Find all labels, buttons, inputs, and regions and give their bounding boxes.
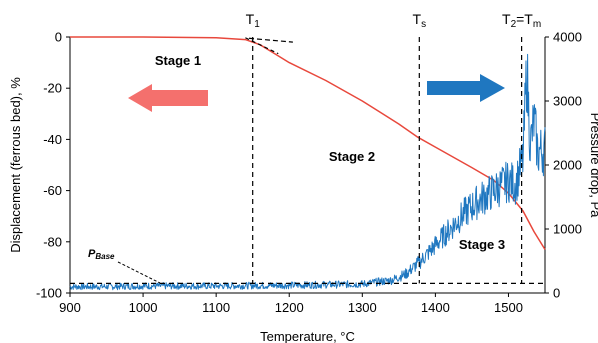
x-tick-label: 900 xyxy=(59,300,81,315)
y-right-tick-label: 3000 xyxy=(553,94,582,109)
y-left-tick-label: -40 xyxy=(43,132,62,147)
y-axis-right-title: Pressure drop, Pa xyxy=(588,113,598,219)
y-axis-left-title: Displacement (ferrous bed), % xyxy=(8,77,23,253)
temperature-marker-label: T1 xyxy=(246,11,261,30)
slope-dashed-line xyxy=(245,37,279,55)
y-left-tick-label: -20 xyxy=(43,81,62,96)
y-left-tick-label: 0 xyxy=(55,30,62,45)
y-left-tick-label: -100 xyxy=(36,286,62,301)
x-tick-label: 1000 xyxy=(129,300,158,315)
y-right-tick-label: 1000 xyxy=(553,222,582,237)
series-layer xyxy=(69,36,546,291)
tangent-dashed-line xyxy=(248,37,293,43)
pbase-label: PBase xyxy=(88,248,115,261)
left-arrow-icon xyxy=(128,84,208,112)
temperature-marker-label: T2=Tm xyxy=(502,11,541,30)
x-tick-label: 1300 xyxy=(348,300,377,315)
stage-label: Stage 2 xyxy=(329,149,375,164)
x-tick-label: 1200 xyxy=(275,300,304,315)
stage-label: Stage 3 xyxy=(459,237,505,252)
annotation-layer: Stage 1 Stage 2 Stage 3 PBase xyxy=(88,53,505,284)
pbase-leader-line xyxy=(117,261,161,284)
marker-layer: T1 Ts T2=Tm xyxy=(70,11,545,284)
x-tick-label: 1400 xyxy=(421,300,450,315)
displacement-series-line xyxy=(70,36,546,250)
temperature-marker-label: Ts xyxy=(413,11,427,30)
y-left-tick-label: -60 xyxy=(43,183,62,198)
stage-label: Stage 1 xyxy=(155,53,201,68)
x-axis-title: Temperature, °C xyxy=(260,329,355,343)
y-left-tick-label: -80 xyxy=(43,234,62,249)
y-right-tick-label: 0 xyxy=(553,286,560,301)
right-arrow-icon xyxy=(427,74,505,102)
x-tick-label: 1500 xyxy=(494,300,523,315)
y-right-tick-label: 4000 xyxy=(553,30,582,45)
y-right-tick-label: 2000 xyxy=(553,158,582,173)
x-tick-label: 1100 xyxy=(202,300,230,315)
axes: 900 1000 1100 1200 1300 1400 1500 0 -20 -40 -60 -80… xyxy=(8,30,598,343)
pressure-drop-series-line xyxy=(69,53,546,291)
